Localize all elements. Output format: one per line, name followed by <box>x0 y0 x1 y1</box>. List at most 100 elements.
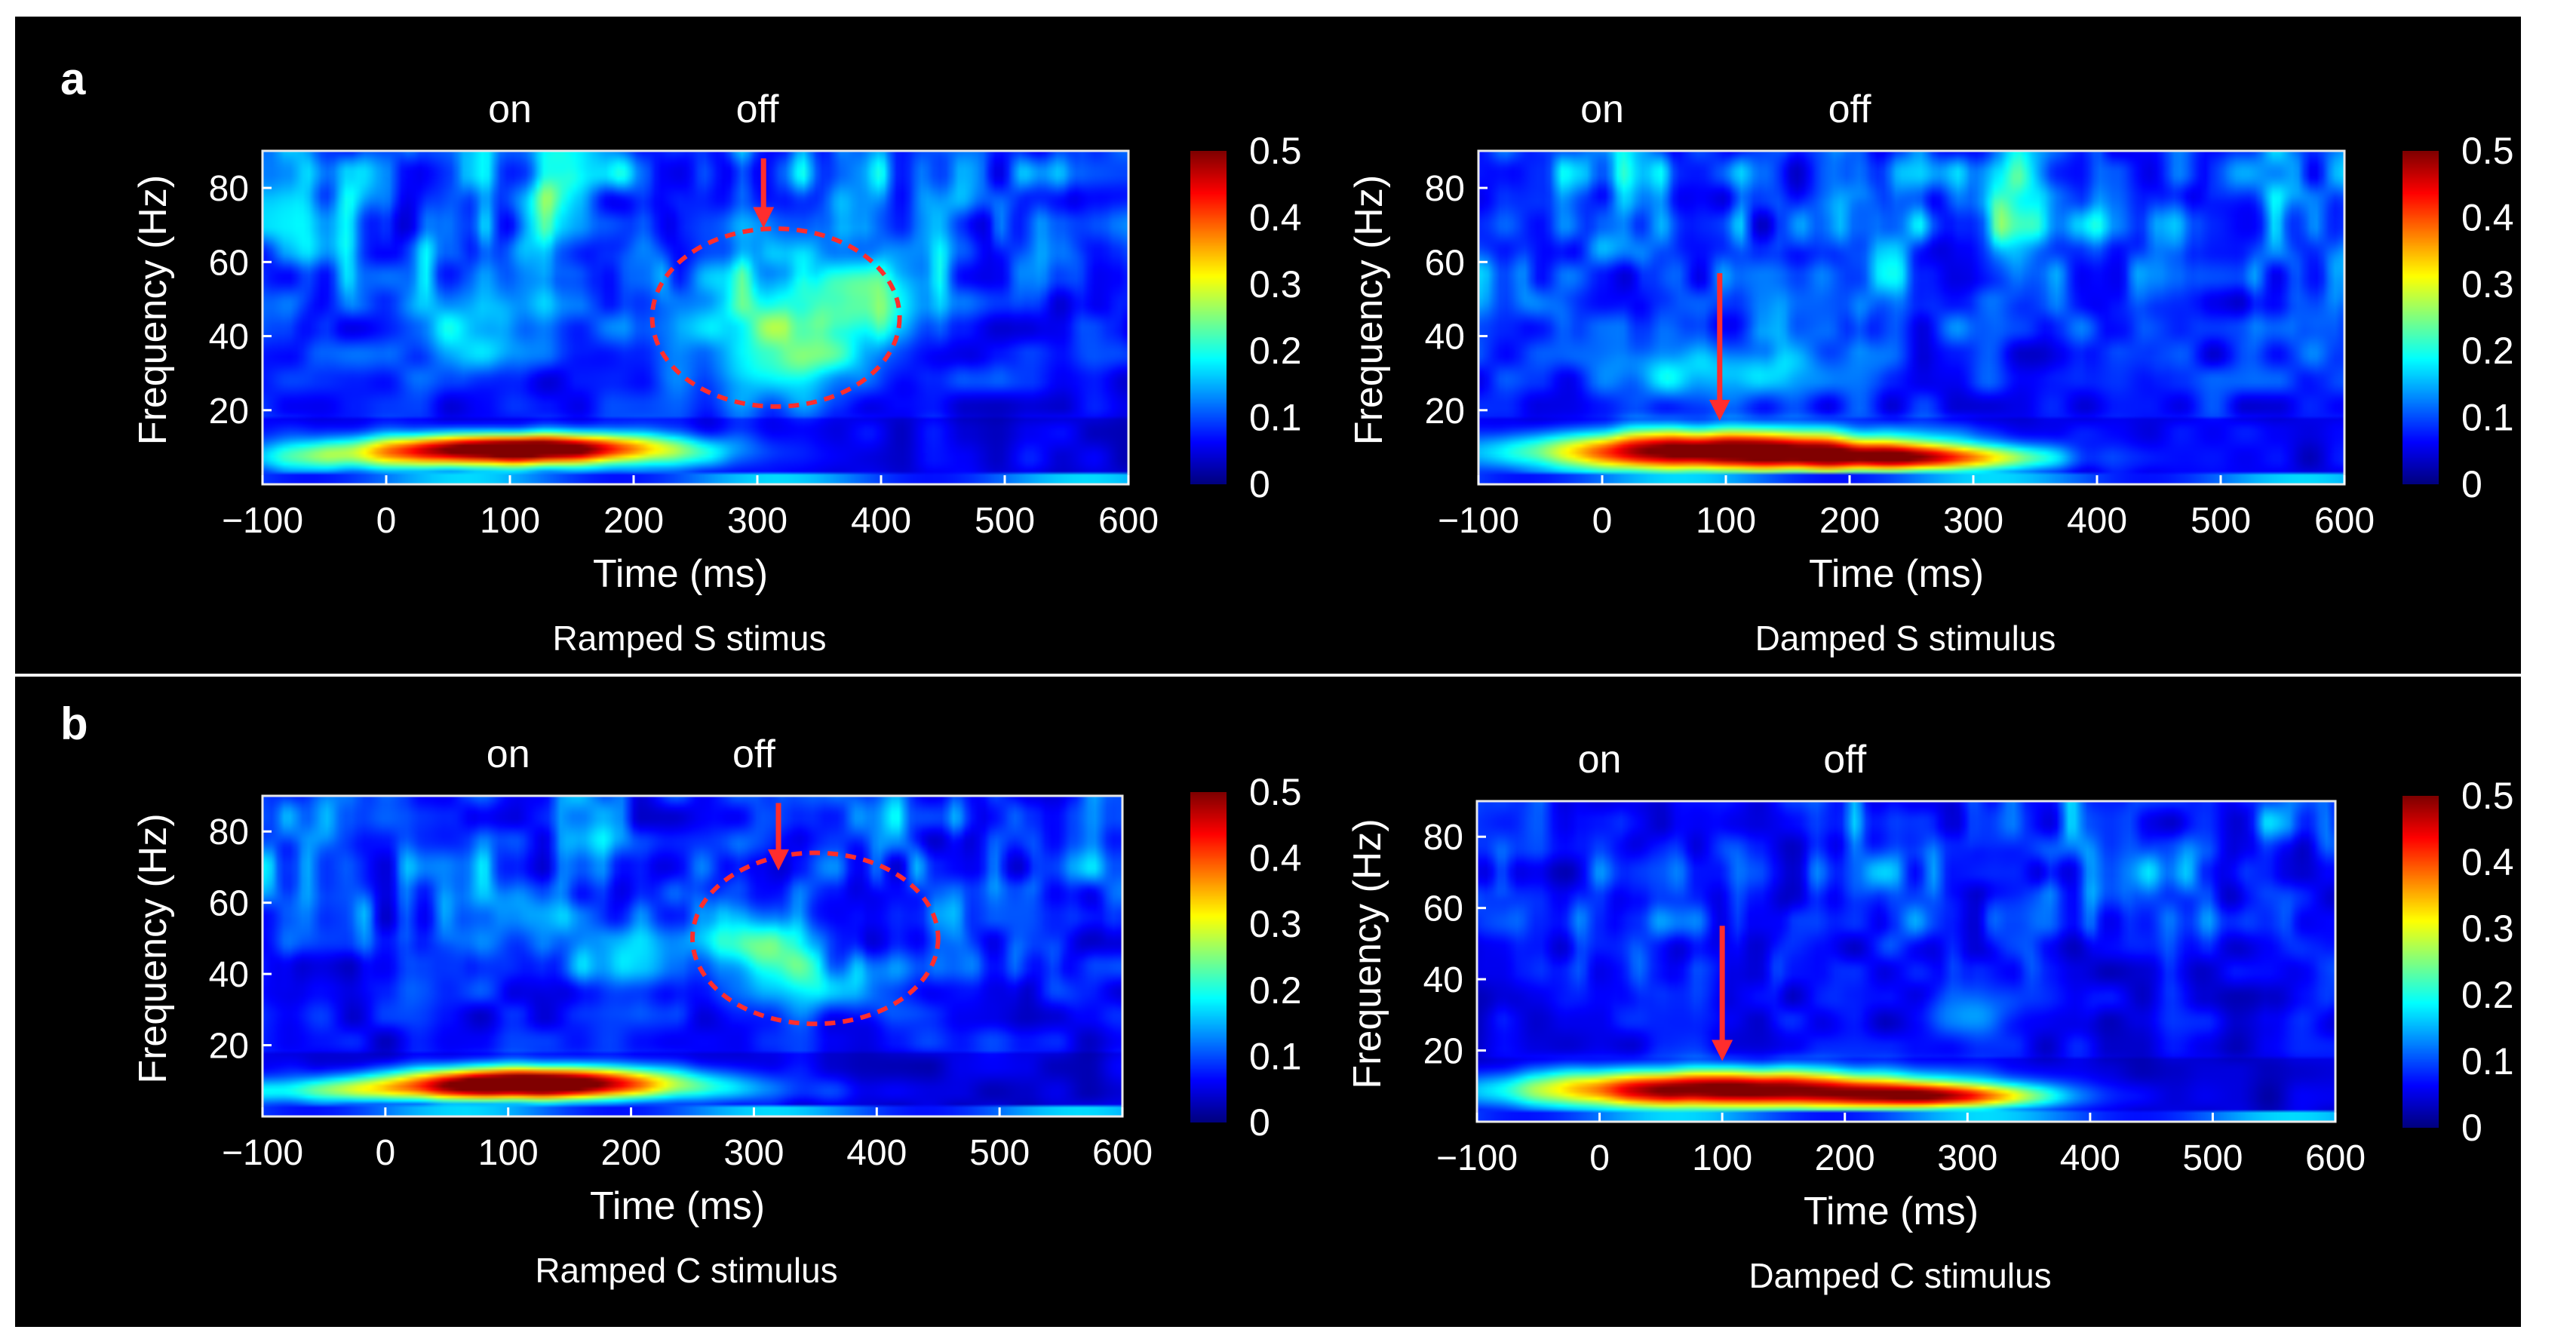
colorbar-tick-label: 0.5 <box>2461 130 2514 172</box>
colorbar-tick-label: 0 <box>1249 1101 1270 1144</box>
colorbar <box>1190 151 1227 484</box>
x-tick-label: 100 <box>1692 1138 1752 1178</box>
y-axis-title: Frequency (Hz) <box>1346 818 1389 1089</box>
colorbar-tick-label: 0 <box>2461 1107 2482 1149</box>
stimulus-on-label: on <box>487 732 530 776</box>
stimulus-on-label: on <box>1580 88 1624 131</box>
y-tick-label: 60 <box>1423 889 1463 929</box>
colorbar-tick-label: 0.4 <box>1249 196 1302 238</box>
spectrogram-heatmap <box>263 151 1128 484</box>
panel-caption: Damped C stimulus <box>1749 1256 2051 1295</box>
spectrogram-panel-3: b −100 0 100 200 300 400 500 600 20 40 60 80 Time (ms… <box>60 699 1302 1290</box>
panel-caption: Ramped C stimulus <box>535 1251 837 1290</box>
x-axis-title: Time (ms) <box>590 1184 765 1228</box>
highlight-ellipse <box>649 226 902 409</box>
colorbar-tick-label: 0 <box>1249 463 1270 505</box>
x-tick-label: 300 <box>1943 501 2003 541</box>
x-tick-label: 100 <box>480 501 540 541</box>
x-tick-label: 300 <box>727 501 788 541</box>
colorbar-tick-label: 0.1 <box>1249 1035 1302 1077</box>
stimulus-off-label: off <box>736 88 779 131</box>
stimulus-off-label: off <box>732 732 775 776</box>
spectrogram-panel-4: −100 0 100 200 300 400 500 600 20 40 60 80 Time (ms)… <box>1346 738 2514 1295</box>
y-tick-label: 40 <box>209 955 249 995</box>
stimulus-off-label: off <box>1823 738 1866 782</box>
y-tick-label: 40 <box>1425 318 1465 358</box>
x-axis-title: Time (ms) <box>593 552 768 596</box>
colorbar-tick-label: 0.4 <box>2461 841 2514 883</box>
colorbar-tick-label: 0 <box>2461 463 2482 505</box>
x-tick-label: 600 <box>2305 1138 2366 1178</box>
x-tick-label: 0 <box>1589 1138 1610 1178</box>
x-tick-label: 400 <box>2060 1138 2120 1178</box>
x-tick-label: 200 <box>601 1133 662 1173</box>
spectrogram-heatmap <box>1477 801 2335 1122</box>
y-tick-label: 80 <box>209 812 249 852</box>
x-tick-label: 500 <box>975 501 1035 541</box>
x-tick-label: 100 <box>1696 501 1756 541</box>
x-tick-label: 200 <box>1819 501 1880 541</box>
x-tick-label: −100 <box>1438 501 1519 541</box>
x-tick-label: 600 <box>1092 1133 1153 1173</box>
y-tick-label: 20 <box>1423 1032 1463 1072</box>
x-tick-label: 0 <box>376 1133 396 1173</box>
x-tick-label: 500 <box>969 1133 1030 1173</box>
stimulus-on-label: on <box>488 88 532 131</box>
panel-letter: b <box>60 699 88 749</box>
panel-divider <box>15 674 2521 677</box>
x-tick-label: 400 <box>851 501 911 541</box>
x-tick-label: 0 <box>1592 501 1613 541</box>
colorbar-tick-label: 0.4 <box>2461 196 2514 238</box>
panel-caption: Damped S stimulus <box>1755 619 2056 658</box>
spectrogram-panel-1: a −100 0 100 200 300 400 500 600 20 40 60 80 Time (ms… <box>60 54 1302 658</box>
colorbar-tick-label: 0.3 <box>2461 263 2514 306</box>
plot-frame <box>1477 149 2346 486</box>
colorbar-tick-label: 0.1 <box>2461 397 2514 439</box>
colorbar <box>1190 792 1227 1122</box>
colorbar <box>2403 796 2439 1128</box>
panel-letter: a <box>60 54 86 104</box>
y-tick-label: 20 <box>209 392 249 431</box>
x-tick-label: 300 <box>1937 1138 1997 1178</box>
colorbar-tick-label: 0.3 <box>1249 903 1302 945</box>
y-tick-label: 80 <box>1425 169 1465 209</box>
x-tick-label: 400 <box>846 1133 907 1173</box>
colorbar-tick-label: 0.2 <box>1249 969 1302 1012</box>
spectrogram-heatmap <box>1478 151 2344 484</box>
x-tick-label: 200 <box>603 501 664 541</box>
x-tick-label: 500 <box>2182 1138 2243 1178</box>
colorbar-tick-label: 0.2 <box>2461 974 2514 1016</box>
colorbar-tick-label: 0.5 <box>2461 775 2514 817</box>
y-axis-title: Frequency (Hz) <box>131 175 175 445</box>
x-tick-label: 600 <box>2314 501 2375 541</box>
colorbar-tick-label: 0.1 <box>1249 397 1302 439</box>
x-tick-label: 500 <box>2191 501 2251 541</box>
x-tick-label: 100 <box>478 1133 539 1173</box>
y-tick-label: 20 <box>1425 392 1465 431</box>
x-axis-title: Time (ms) <box>1809 552 1984 596</box>
x-tick-label: 400 <box>2067 501 2127 541</box>
x-tick-label: 600 <box>1098 501 1159 541</box>
x-tick-label: 200 <box>1815 1138 1875 1178</box>
y-tick-label: 20 <box>209 1027 249 1067</box>
plot-frame <box>261 794 1124 1118</box>
stimulus-on-label: on <box>1578 738 1622 782</box>
highlight-ellipse <box>690 850 941 1027</box>
plot-frame <box>1475 800 2337 1123</box>
x-tick-label: 0 <box>376 501 397 541</box>
x-tick-label: −100 <box>222 501 303 541</box>
colorbar-tick-label: 0.5 <box>1249 771 1302 813</box>
colorbar <box>2403 151 2439 484</box>
y-tick-label: 80 <box>1423 818 1463 858</box>
spectrogram-panel-2: −100 0 100 200 300 400 500 600 20 40 60 80 Time (ms)… <box>1347 88 2514 658</box>
y-tick-label: 40 <box>1423 960 1463 1000</box>
panel-caption: Ramped S stimus <box>552 619 826 658</box>
spectrogram-heatmap <box>263 796 1122 1116</box>
y-tick-label: 60 <box>1425 243 1465 283</box>
colorbar-tick-label: 0.3 <box>1249 263 1302 306</box>
plot-frame <box>261 149 1130 486</box>
y-tick-label: 60 <box>209 884 249 924</box>
x-tick-label: −100 <box>1436 1138 1518 1178</box>
y-tick-label: 40 <box>209 318 249 358</box>
